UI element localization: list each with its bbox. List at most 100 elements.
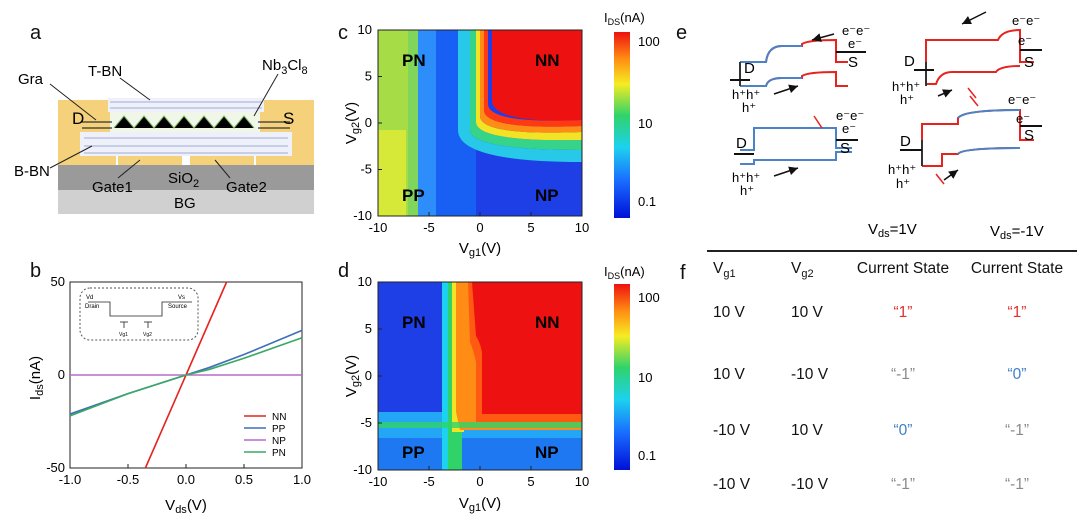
c-quad-bl: PP <box>402 186 425 205</box>
d-cb-tick-100: 100 <box>638 290 660 305</box>
heatmap-d-field <box>378 282 582 470</box>
c-ylabel: Vg2(V) <box>343 102 362 144</box>
ytick-label: -5 <box>360 162 372 177</box>
panel-label-b: b <box>30 260 42 282</box>
series-line-pn <box>69 337 303 417</box>
cell-vg2: 10 V <box>791 422 823 439</box>
d-quad-tl: PN <box>402 313 426 332</box>
cell-vg2: -10 V <box>791 366 829 383</box>
xtick-label: -5 <box>423 220 435 235</box>
cell-state-2: “-1” <box>1004 476 1030 493</box>
cell-state-2: “1” <box>1007 304 1027 321</box>
cell-state-1: “-1” <box>890 476 916 493</box>
gra-leader <box>49 83 97 121</box>
b-xtick-label: 0.0 <box>177 472 195 487</box>
e1-electron: e⁻ <box>848 36 862 51</box>
d-quad-tr: NN <box>535 313 560 332</box>
inset-vs: Vs <box>178 295 185 301</box>
ytick-label: 5 <box>365 321 372 336</box>
e1-d: D <box>744 60 755 77</box>
header-vg1: Vg1 <box>713 260 736 281</box>
e3-electron: e⁻ <box>842 121 856 136</box>
xtick-label: 10 <box>575 220 589 235</box>
circuit-inset: Vd Vs Drain Source Vg1 Vg2 <box>79 287 199 341</box>
ytick-label: -5 <box>360 415 372 430</box>
tbn-lattice <box>110 101 262 109</box>
c-quad-br: NP <box>535 186 559 205</box>
ytick-label: -10 <box>353 462 372 477</box>
e4-electron: e⁻ <box>1016 111 1030 126</box>
table-row: -10 V 10 V “0” “-1” <box>707 422 1079 446</box>
header-state-2: Current State <box>970 260 1064 277</box>
ytick-label: 0 <box>365 368 372 383</box>
b-xtick-label: 1.0 <box>293 472 311 487</box>
d-xlabel: Vg1(V) <box>459 495 501 514</box>
gate2 <box>190 155 254 165</box>
vds-neg-label: Vds=-1V <box>990 223 1044 242</box>
xtick-label: -5 <box>423 474 435 489</box>
cell-vg2: 10 V <box>791 304 823 321</box>
ytick-label: 5 <box>365 69 372 84</box>
b-xlabel: Vds(V) <box>165 497 207 516</box>
xtick-label: 0 <box>476 220 483 235</box>
legend-label-pp: PP <box>272 424 286 435</box>
xtick-label: 5 <box>527 220 534 235</box>
label-d: D <box>72 109 84 128</box>
ytick-label: 0 <box>365 115 372 130</box>
b-ytick-label: -50 <box>46 460 65 475</box>
e2-electrons: e⁻e⁻ <box>1012 13 1040 28</box>
panel-label-f: f <box>680 262 686 284</box>
b-xtick-label: -0.5 <box>117 472 139 487</box>
panel-label-d: d <box>338 260 350 282</box>
d-quad-br: NP <box>535 443 559 462</box>
tbn-leader <box>119 77 151 101</box>
e4-d: D <box>900 133 911 150</box>
d-colorbar-label: IDS(nA) <box>604 264 645 281</box>
b-xtick-label: 0.5 <box>235 472 253 487</box>
inset-vg2: Vg2 <box>143 332 152 338</box>
cell-state-1: “0” <box>893 422 913 439</box>
c-xlabel: Vg1(V) <box>459 240 501 259</box>
b-ytick-label: 50 <box>51 274 65 289</box>
xtick-label: -10 <box>369 474 388 489</box>
cell-vg1: -10 V <box>713 422 751 439</box>
inset-vg1: Vg1 <box>119 332 128 338</box>
e2-holes: h⁺h⁺ <box>892 79 920 94</box>
e3-hole: h⁺ <box>740 183 754 198</box>
e1-holes: h⁺h⁺ <box>732 87 760 102</box>
nbcl-leader <box>253 73 279 117</box>
c-cb-tick-10: 10 <box>638 116 652 131</box>
header-vg2: Vg2 <box>791 260 814 281</box>
table-row: 10 V 10 V “1” “1” <box>707 304 1079 328</box>
xtick-label: 10 <box>575 474 589 489</box>
device-schematic: Gra T-BN Nb3Cl8 D S B-BN Gate1 SiO2 Gate… <box>14 57 314 214</box>
e3-holes: h⁺h⁺ <box>732 170 760 185</box>
e2-electron: e⁻ <box>1018 33 1032 48</box>
header-state-1: Current State <box>856 260 950 277</box>
ytick-label: -10 <box>353 208 372 223</box>
cell-state-1: “1” <box>893 304 913 321</box>
cell-state-1: “-1” <box>890 366 916 383</box>
band-diagrams: D S e⁻e⁻ e⁻ h⁺h⁺ h⁺ D S e⁻e⁻ e⁻ h⁺h⁺ h⁺ … <box>730 11 1044 242</box>
sio2-layer <box>58 165 314 190</box>
cell-state-2: “-1” <box>1004 422 1030 439</box>
label-sio2: SiO2 <box>168 170 199 190</box>
e2-hole: h⁺ <box>900 92 914 107</box>
d-cb-tick-10: 10 <box>638 370 652 385</box>
xtick-label: 5 <box>527 474 534 489</box>
d-ylabel: Vg2(V) <box>343 355 362 397</box>
table-header-row: Vg1 Vg2 Current State Current State <box>707 260 1079 284</box>
panel-label-c: c <box>338 22 348 44</box>
cell-state-2: “0” <box>1007 366 1027 383</box>
e3-d: D <box>736 135 747 152</box>
xtick-label: 0 <box>476 474 483 489</box>
legend-label-pn: PN <box>272 448 286 459</box>
b-ylabel: Ids(nA) <box>27 356 46 400</box>
c-colorbar <box>614 32 630 218</box>
e1-s: S <box>848 54 858 71</box>
gate1-leader <box>117 159 141 179</box>
cell-vg1: -10 V <box>713 476 751 493</box>
e4-hole: h⁺ <box>896 176 910 191</box>
b-ytick-label: 0 <box>58 367 65 382</box>
bbn-leader <box>49 145 93 169</box>
